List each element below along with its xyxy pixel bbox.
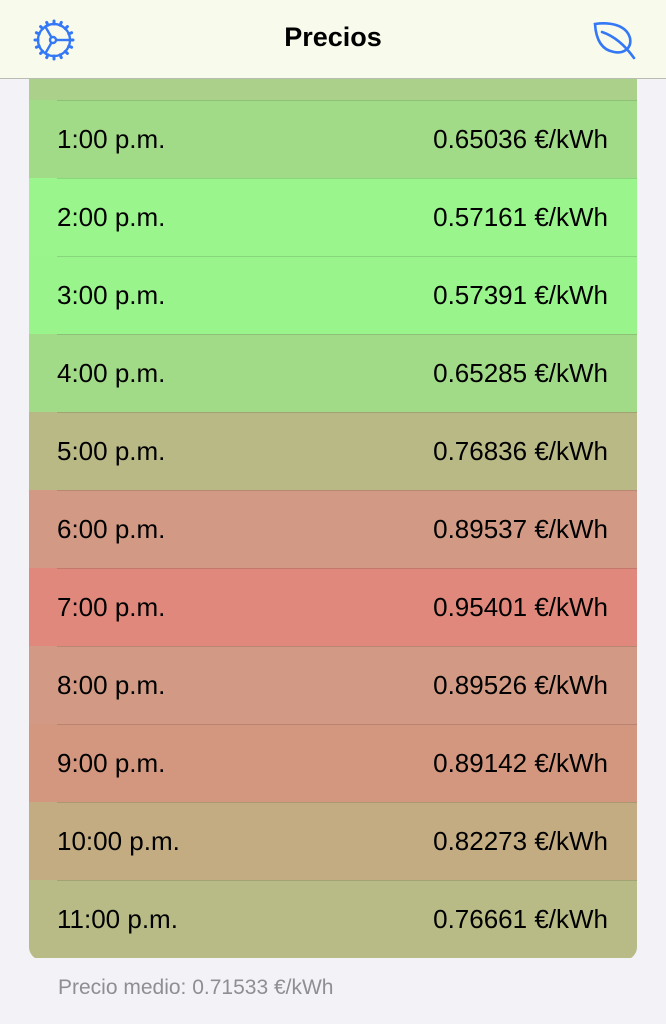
price-value: 0.57391 €/kWh [433,280,608,310]
row-divider [57,724,637,725]
row-divider [57,256,637,257]
price-row[interactable]: 10:00 p.m. 0.82273 €/kWh [29,802,637,880]
price-value: 0.89142 €/kWh [433,748,608,778]
hour-label: 7:00 p.m. [57,592,166,622]
row-divider [57,646,637,647]
price-value: 0.89537 €/kWh [433,514,608,544]
price-value: 0.57161 €/kWh [433,202,608,232]
hour-label: 11:00 p.m. [57,904,178,934]
row-divider [57,802,637,803]
price-value: 0.65036 €/kWh [433,124,608,154]
row-divider [57,334,637,335]
hour-label: 4:00 p.m. [57,358,166,388]
price-row[interactable] [29,78,637,100]
gear-icon[interactable] [32,18,76,62]
hour-label: 3:00 p.m. [57,280,166,310]
price-row[interactable]: 4:00 p.m. 0.65285 €/kWh [29,334,637,412]
hour-label: 1:00 p.m. [57,124,166,154]
page-title: Precios [284,22,382,52]
price-row[interactable]: 6:00 p.m. 0.89537 €/kWh [29,490,637,568]
hour-label: 5:00 p.m. [57,436,166,466]
price-list: 1:00 p.m. 0.65036 €/kWh 2:00 p.m. 0.57161 €… [29,78,637,960]
leaf-icon[interactable] [590,18,636,62]
hour-label: 8:00 p.m. [57,670,166,700]
hour-label: 2:00 p.m. [57,202,166,232]
price-value: 0.89526 €/kWh [433,670,608,700]
row-divider [57,100,637,101]
nav-bar: Precios [0,0,666,79]
hour-label: 9:00 p.m. [57,748,166,778]
price-row[interactable]: 8:00 p.m. 0.89526 €/kWh [29,646,637,724]
row-divider [57,490,637,491]
price-value: 0.82273 €/kWh [433,826,608,856]
average-price: Precio medio: 0.71533 €/kWh [58,976,334,999]
row-divider [57,412,637,413]
hour-label: 10:00 p.m. [57,826,180,856]
row-divider [57,178,637,179]
price-row[interactable]: 5:00 p.m. 0.76836 €/kWh [29,412,637,490]
price-value: 0.95401 €/kWh [433,592,608,622]
price-row[interactable]: 9:00 p.m. 0.89142 €/kWh [29,724,637,802]
price-value: 0.76836 €/kWh [433,436,608,466]
hour-label: 6:00 p.m. [57,514,166,544]
price-value: 0.65285 €/kWh [433,358,608,388]
price-row[interactable]: 3:00 p.m. 0.57391 €/kWh [29,256,637,334]
row-divider [57,880,637,881]
price-value: 0.76661 €/kWh [433,904,608,934]
price-row[interactable]: 2:00 p.m. 0.57161 €/kWh [29,178,637,256]
row-divider [57,568,637,569]
price-row[interactable]: 7:00 p.m. 0.95401 €/kWh [29,568,637,646]
price-row[interactable]: 1:00 p.m. 0.65036 €/kWh [29,100,637,178]
price-row[interactable]: 11:00 p.m. 0.76661 €/kWh [29,880,637,958]
